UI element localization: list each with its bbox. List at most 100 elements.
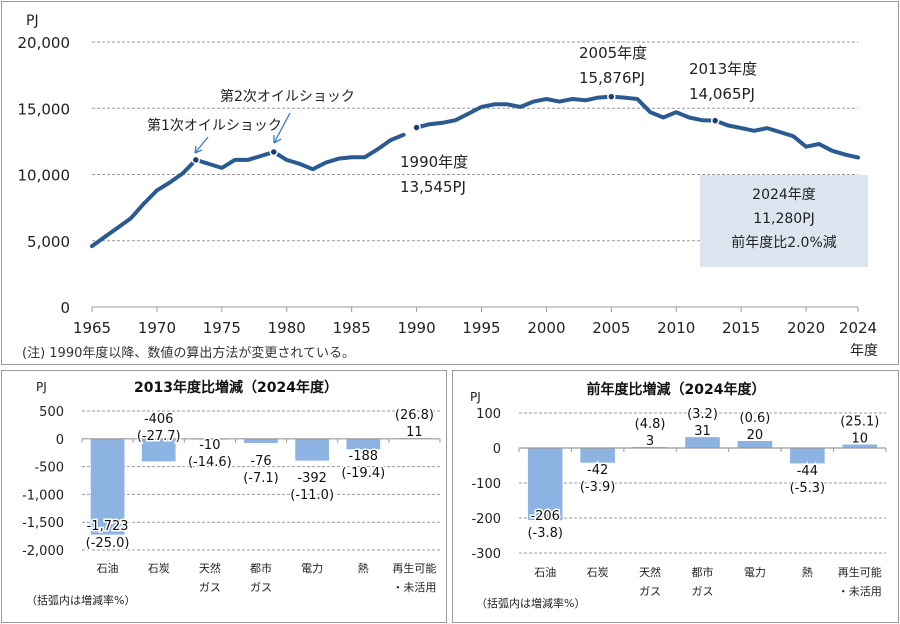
value-label: 10 [852,432,869,447]
x-axis-unit: 年度 [850,343,878,359]
category-label: ・未活用 [392,581,436,594]
rate-label: (-7.1) [243,471,279,486]
annotation-2005-value: 15,876PJ [579,69,645,87]
y-tick-label: 100 [476,407,501,422]
bar-chart-footnote: （括弧内は増減率%） [26,593,135,607]
arrowhead-oil-shock-2 [273,135,282,144]
annotation-1990-year: 1990年度 [400,153,468,171]
category-label: 天然 [639,565,661,579]
x-tick-label: 2010 [657,319,695,337]
y-axis-unit: PJ [26,13,39,29]
bar-5 [790,448,825,464]
y-tick-label: -100 [471,477,501,492]
value-label: 31 [694,424,711,439]
x-tick-label: 2020 [787,319,825,337]
y-axis-unit: PJ [470,390,481,404]
x-tick-label: 1995 [462,319,500,337]
category-label: 天然 [199,561,221,575]
bar-4 [737,441,773,448]
y-tick-label: 0 [493,442,501,457]
bar-3 [244,438,278,444]
category-label: 石油 [97,561,119,575]
category-label: 熱 [802,566,813,579]
series-line-0 [90,132,406,249]
value-label: -1,723 [87,519,129,534]
x-tick-label: 2000 [527,319,565,337]
bar-5 [346,438,381,450]
annotation-2013-year: 2013年度 [689,60,757,78]
annotation-2013-value: 14,065PJ [689,85,755,103]
y-tick-label: 0 [60,299,70,317]
x-tick-label: 2015 [722,319,760,337]
category-label: ・未活用 [838,585,882,598]
callout-year: 2024年度 [752,187,816,203]
annotation-oil-shock-2: 第2次オイルショック [220,88,355,105]
rate-label: (-5.3) [790,481,826,496]
callout-change: 前年度比2.0%減 [731,235,837,251]
category-label: 都市 [692,565,714,579]
category-label: 石油 [534,565,556,579]
y-tick-label: 15,000 [18,100,71,118]
category-label: 石炭 [148,562,170,575]
y-tick-label: -2,000 [22,544,64,559]
rate-label: (-11.0) [290,488,334,503]
y-tick-label: -1,000 [22,488,64,503]
arrow-oil-shock-1 [194,136,209,154]
x-tick-label: 1970 [138,319,176,337]
rate-label: (0.6) [740,411,771,426]
value-label: -10 [199,438,220,453]
data-marker [710,116,720,125]
category-label: 再生可能 [838,565,882,579]
bar-1 [141,438,176,462]
y-tick-label: -200 [471,512,501,527]
value-label: 20 [747,428,764,443]
rate-label: (-27.7) [137,429,181,444]
x-tick-label: 2005 [592,319,630,337]
y-tick-label: -300 [471,547,501,562]
data-marker [269,147,279,157]
rate-label: (-25.0) [86,536,130,551]
data-marker [191,155,201,165]
category-label: 石炭 [587,566,609,579]
bar-6 [842,444,878,448]
x-tick-label: 1990 [397,319,435,337]
value-label: -188 [349,449,379,464]
y-axis-unit: PJ [36,380,47,394]
y-tick-label: 10,000 [18,167,71,185]
value-label: 3 [646,434,654,449]
y-tick-label: 0 [56,433,64,448]
rate-label: (3.2) [687,407,718,422]
category-label: ガス [199,581,221,594]
value-label: -406 [144,412,174,427]
annotation-2005-year: 2005年度 [579,44,647,62]
y-tick-label: 500 [39,405,64,420]
category-label: 熱 [358,562,369,575]
arrow-oil-shock-2 [273,112,291,144]
x-tick-label: 1975 [203,319,241,337]
line-chart: 0 5,000 10,000 15,000 20,000 PJ 1965 1970 1975 19… [18,13,879,359]
footnote-method-change: (注) 1990年度以降、数値の算出方法が変更されている。 [22,346,355,361]
bar-4 [295,438,330,461]
bar-chart-title: 2013年度比増減（2024年度） [134,379,338,396]
category-label: ガス [639,585,661,598]
arrowhead-oil-shock-1 [194,145,203,154]
rate-label: (25.1) [840,415,879,430]
rate-label: (26.8) [395,408,434,423]
category-label: 再生可能 [392,561,436,575]
value-label: -392 [297,471,327,486]
y-tick-label: 5,000 [27,233,70,251]
data-marker [607,92,616,101]
bar-chart-panel-vs-2013 [1,370,447,623]
rate-label: (-3.8) [527,526,563,541]
value-label: -206 [530,509,560,524]
category-label: ガス [250,581,272,594]
category-label: 電力 [301,562,323,575]
x-tick-label: 1965 [73,319,111,337]
bar-chart-footnote: （括弧内は増減率%） [476,596,585,610]
rate-label: (-19.4) [341,466,385,481]
rate-label: (4.8) [635,417,666,432]
bar-chart-panel-vs-prev-year [452,370,899,623]
x-tick-label: 1985 [333,319,371,337]
